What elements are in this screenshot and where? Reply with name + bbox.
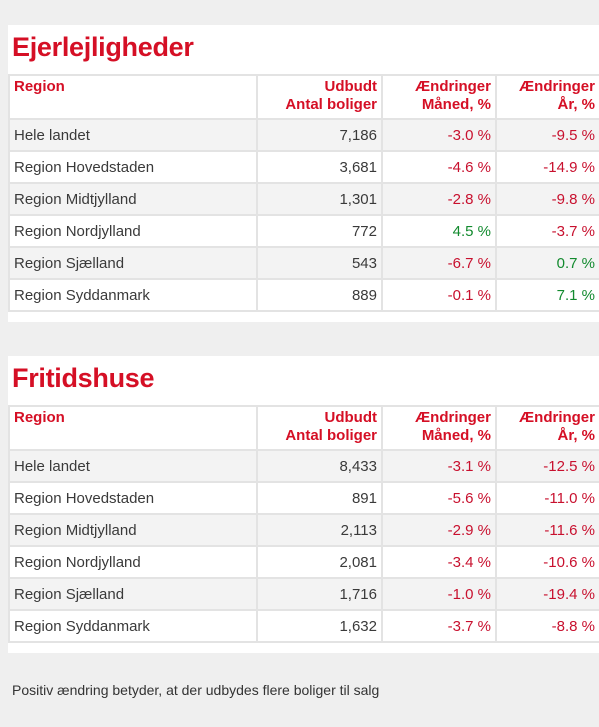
- year-change-cell: -3.7 %: [495, 214, 599, 248]
- header-supply-line2: Antal boliger: [285, 96, 377, 113]
- header-region-label: Region: [14, 78, 65, 95]
- table-row: Hele landet 8,433 -3.1 % -12.5 %: [8, 449, 599, 483]
- table-header-row: Region Udbudt Antal boliger Ændringer Måne…: [8, 74, 599, 120]
- table-row: Region Nordjylland 2,081 -3.4 % -10.6 %: [8, 545, 599, 579]
- header-region: Region: [8, 405, 258, 451]
- header-month-line2: Måned, %: [421, 96, 491, 113]
- supply-cell: 889: [256, 278, 383, 312]
- region-cell: Region Sjælland: [8, 246, 258, 280]
- header-supply: Udbudt Antal boliger: [256, 405, 383, 451]
- region-cell: Region Midtjylland: [8, 513, 258, 547]
- month-change-cell: 4.5 %: [381, 214, 497, 248]
- year-change-cell: 0.7 %: [495, 246, 599, 280]
- year-change-cell: -8.8 %: [495, 609, 599, 643]
- section-ejerlejligheder: Ejerlejligheder Region Udbudt Antal bolig…: [8, 25, 599, 322]
- table-row: Region Sjælland 1,716 -1.0 % -19.4 %: [8, 577, 599, 611]
- table-row: Region Syddanmark 1,632 -3.7 % -8.8 %: [8, 609, 599, 643]
- month-change-cell: -5.6 %: [381, 481, 497, 515]
- supply-cell: 1,301: [256, 182, 383, 216]
- supply-cell: 7,186: [256, 118, 383, 152]
- table-row: Region Midtjylland 1,301 -2.8 % -9.8 %: [8, 182, 599, 216]
- supply-cell: 891: [256, 481, 383, 515]
- header-region-label: Region: [14, 409, 65, 426]
- header-month-line1: Ændringer: [415, 409, 491, 426]
- header-region: Region: [8, 74, 258, 120]
- header-supply-line1: Udbudt: [324, 409, 377, 426]
- region-cell: Region Nordjylland: [8, 545, 258, 579]
- year-change-cell: -12.5 %: [495, 449, 599, 483]
- table-row: Region Hovedstaden 3,681 -4.6 % -14.9 %: [8, 150, 599, 184]
- year-change-cell: -10.6 %: [495, 545, 599, 579]
- supply-cell: 8,433: [256, 449, 383, 483]
- header-month-change: Ændringer Måned, %: [381, 405, 497, 451]
- region-cell: Region Hovedstaden: [8, 150, 258, 184]
- month-change-cell: -0.1 %: [381, 278, 497, 312]
- month-change-cell: -3.1 %: [381, 449, 497, 483]
- header-year-change: Ændringer År, %: [495, 74, 599, 120]
- region-cell: Region Syddanmark: [8, 609, 258, 643]
- region-cell: Hele landet: [8, 449, 258, 483]
- region-cell: Region Hovedstaden: [8, 481, 258, 515]
- supply-cell: 2,113: [256, 513, 383, 547]
- month-change-cell: -4.6 %: [381, 150, 497, 184]
- supply-cell: 2,081: [256, 545, 383, 579]
- year-change-cell: -11.0 %: [495, 481, 599, 515]
- header-year-change: Ændringer År, %: [495, 405, 599, 451]
- table-row: Region Syddanmark 889 -0.1 % 7.1 %: [8, 278, 599, 312]
- month-change-cell: -1.0 %: [381, 577, 497, 611]
- header-month-change: Ændringer Måned, %: [381, 74, 497, 120]
- year-change-cell: -9.5 %: [495, 118, 599, 152]
- section-fritidshuse: Fritidshuse Region Udbudt Antal boliger Æ…: [8, 356, 599, 653]
- header-supply-line2: Antal boliger: [285, 427, 377, 444]
- table-header-row: Region Udbudt Antal boliger Ændringer Måne…: [8, 405, 599, 451]
- header-year-line2: År, %: [557, 427, 595, 444]
- month-change-cell: -2.8 %: [381, 182, 497, 216]
- table-row: Region Hovedstaden 891 -5.6 % -11.0 %: [8, 481, 599, 515]
- section-title: Ejerlejligheder: [12, 32, 194, 62]
- year-change-cell: -11.6 %: [495, 513, 599, 547]
- region-cell: Region Sjælland: [8, 577, 258, 611]
- month-change-cell: -3.4 %: [381, 545, 497, 579]
- year-change-cell: -9.8 %: [495, 182, 599, 216]
- supply-cell: 543: [256, 246, 383, 280]
- year-change-cell: 7.1 %: [495, 278, 599, 312]
- month-change-cell: -6.7 %: [381, 246, 497, 280]
- table-row: Region Midtjylland 2,113 -2.9 % -11.6 %: [8, 513, 599, 547]
- header-month-line2: Måned, %: [421, 427, 491, 444]
- table-row: Hele landet 7,186 -3.0 % -9.5 %: [8, 118, 599, 152]
- region-cell: Region Syddanmark: [8, 278, 258, 312]
- month-change-cell: -2.9 %: [381, 513, 497, 547]
- supply-cell: 3,681: [256, 150, 383, 184]
- data-table: Region Udbudt Antal boliger Ændringer Måne…: [8, 74, 599, 312]
- supply-cell: 1,632: [256, 609, 383, 643]
- footer-note: Positiv ændring betyder, at der udbydes …: [12, 682, 380, 698]
- header-year-line2: År, %: [557, 96, 595, 113]
- supply-cell: 772: [256, 214, 383, 248]
- year-change-cell: -19.4 %: [495, 577, 599, 611]
- section-title: Fritidshuse: [12, 363, 155, 393]
- region-cell: Region Nordjylland: [8, 214, 258, 248]
- table-row: Region Sjælland 543 -6.7 % 0.7 %: [8, 246, 599, 280]
- year-change-cell: -14.9 %: [495, 150, 599, 184]
- supply-cell: 1,716: [256, 577, 383, 611]
- data-table: Region Udbudt Antal boliger Ændringer Måne…: [8, 405, 599, 643]
- header-year-line1: Ændringer: [519, 78, 595, 95]
- header-year-line1: Ændringer: [519, 409, 595, 426]
- month-change-cell: -3.0 %: [381, 118, 497, 152]
- header-supply: Udbudt Antal boliger: [256, 74, 383, 120]
- region-cell: Hele landet: [8, 118, 258, 152]
- header-month-line1: Ændringer: [415, 78, 491, 95]
- header-supply-line1: Udbudt: [324, 78, 377, 95]
- region-cell: Region Midtjylland: [8, 182, 258, 216]
- table-row: Region Nordjylland 772 4.5 % -3.7 %: [8, 214, 599, 248]
- month-change-cell: -3.7 %: [381, 609, 497, 643]
